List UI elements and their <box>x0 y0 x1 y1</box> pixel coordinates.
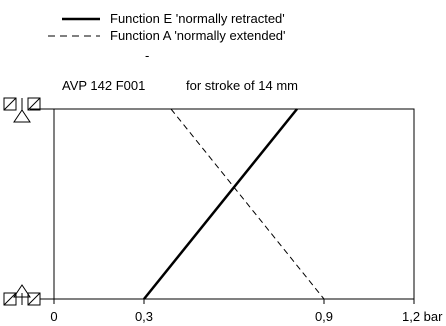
chart-title: AVP 142 F001 <box>62 78 145 93</box>
x-tick-label: 0,3 <box>135 309 153 324</box>
chart-subtitle: for stroke of 14 mm <box>186 78 298 93</box>
series-line-function-e <box>143 108 298 300</box>
y-symbol-extended-icon <box>3 97 54 123</box>
legend-label-function-e: Function E 'normally retracted' <box>110 11 285 26</box>
x-axis-ticks: 0 0,3 0,9 1,2 bar <box>50 299 443 324</box>
plot-frame <box>53 108 415 300</box>
legend-label-function-a: Function A 'normally extended' <box>110 28 286 43</box>
x-tick-label: 0,9 <box>315 309 333 324</box>
x-tick-label: 1,2 bar <box>402 309 443 324</box>
x-tick-label: 0 <box>50 309 57 324</box>
legend-extra-mark: - <box>145 48 149 63</box>
series-line-function-a <box>170 108 325 300</box>
series-group <box>143 108 325 300</box>
legend: Function E 'normally retracted' Function… <box>48 11 286 63</box>
y-symbol-retracted-icon <box>3 284 54 306</box>
